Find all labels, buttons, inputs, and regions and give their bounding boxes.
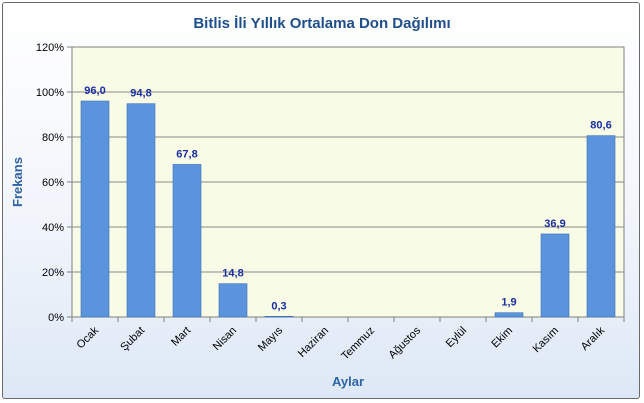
x-category-label: Mart xyxy=(169,325,193,349)
data-labels: 96,0 94,8 67,8 14,8 0,3 1,9 36,9 80,6 xyxy=(84,85,611,312)
x-category-label: Şubat xyxy=(118,325,147,354)
grid-lines xyxy=(72,91,624,273)
x-category-label: Nisan xyxy=(211,325,239,353)
data-label: 67,8 xyxy=(176,148,197,160)
y-tick-label: 60% xyxy=(42,177,64,189)
data-label: 0,3 xyxy=(271,300,286,312)
y-tick-label: 120% xyxy=(36,42,64,54)
y-tick-label: 80% xyxy=(42,132,64,144)
chart-title: Bitlis İli Yıllık Ortalama Don Dağılımı xyxy=(193,15,450,32)
y-tick-label: 20% xyxy=(42,267,64,279)
data-label: 96,0 xyxy=(84,85,105,97)
data-label: 94,8 xyxy=(130,88,151,100)
y-axis-ticks: 0% 20% 40% 60% 80% 100% 120% xyxy=(36,42,72,324)
bar xyxy=(172,164,202,318)
x-category-label: Haziran xyxy=(296,325,331,360)
y-tick-label: 100% xyxy=(36,87,64,99)
bar xyxy=(586,135,616,318)
x-category-label: Kasım xyxy=(531,325,562,356)
bar xyxy=(80,100,110,318)
bar xyxy=(494,312,524,318)
bar xyxy=(540,233,570,318)
x-category-label: Ekim xyxy=(489,325,515,351)
bar xyxy=(218,283,248,318)
x-category-label: Temmuz xyxy=(339,325,377,363)
bar xyxy=(126,103,156,318)
x-axis-title: Aylar xyxy=(332,374,364,389)
y-tick-label: 40% xyxy=(42,222,64,234)
x-category-label: Ocak xyxy=(74,324,101,351)
x-axis-categories: Ocak Şubat Mart Nisan Mayıs Haziran Temmuz Ağus… xyxy=(71,317,625,363)
bar xyxy=(264,316,294,318)
y-axis-title: Frekans xyxy=(10,157,25,207)
data-label: 36,9 xyxy=(544,218,565,230)
x-category-label: Eylül xyxy=(444,325,469,350)
x-category-label: Mayıs xyxy=(256,324,286,354)
bars xyxy=(80,100,616,318)
data-label: 1,9 xyxy=(501,297,516,309)
y-tick-label: 0% xyxy=(48,312,64,324)
data-label: 14,8 xyxy=(222,268,243,280)
x-category-label: Aralık xyxy=(579,324,608,353)
data-label: 80,6 xyxy=(590,120,611,132)
x-category-label: Ağustos xyxy=(387,324,424,361)
